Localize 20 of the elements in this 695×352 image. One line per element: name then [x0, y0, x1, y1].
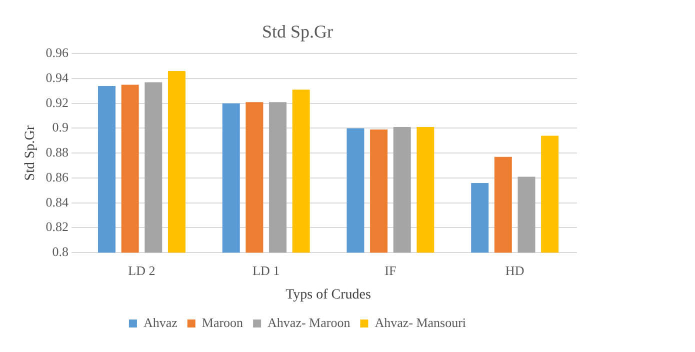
x-tick-label: LD 1: [252, 262, 280, 278]
y-tick-label: 0.88: [46, 144, 69, 160]
legend-label: Ahvaz: [143, 314, 178, 330]
y-tick-label: 0.9: [52, 120, 69, 135]
legend-label: Ahvaz- Mansouri: [374, 314, 466, 330]
x-tick-label: HD: [505, 262, 524, 278]
y-tick-label: 0.8: [52, 244, 69, 260]
x-axis-title: Typs of Crudes: [286, 287, 371, 302]
legend-label: Maroon: [202, 314, 244, 330]
y-tick-label: 0.94: [46, 70, 70, 85]
y-tick-label: 0.82: [46, 219, 69, 234]
y-tick-label: 0.96: [46, 45, 70, 60]
chart-title: Std Sp.Gr: [262, 22, 334, 42]
x-tick-label: LD 2: [128, 262, 156, 278]
y-tick-label: 0.84: [46, 194, 70, 210]
y-tick-label: 0.92: [46, 94, 69, 110]
y-axis-title: Std Sp.Gr: [23, 125, 38, 181]
legend-label: Ahvaz- Maroon: [268, 314, 351, 330]
x-tick-label: IF: [384, 262, 396, 278]
y-tick-label: 0.86: [46, 169, 70, 184]
